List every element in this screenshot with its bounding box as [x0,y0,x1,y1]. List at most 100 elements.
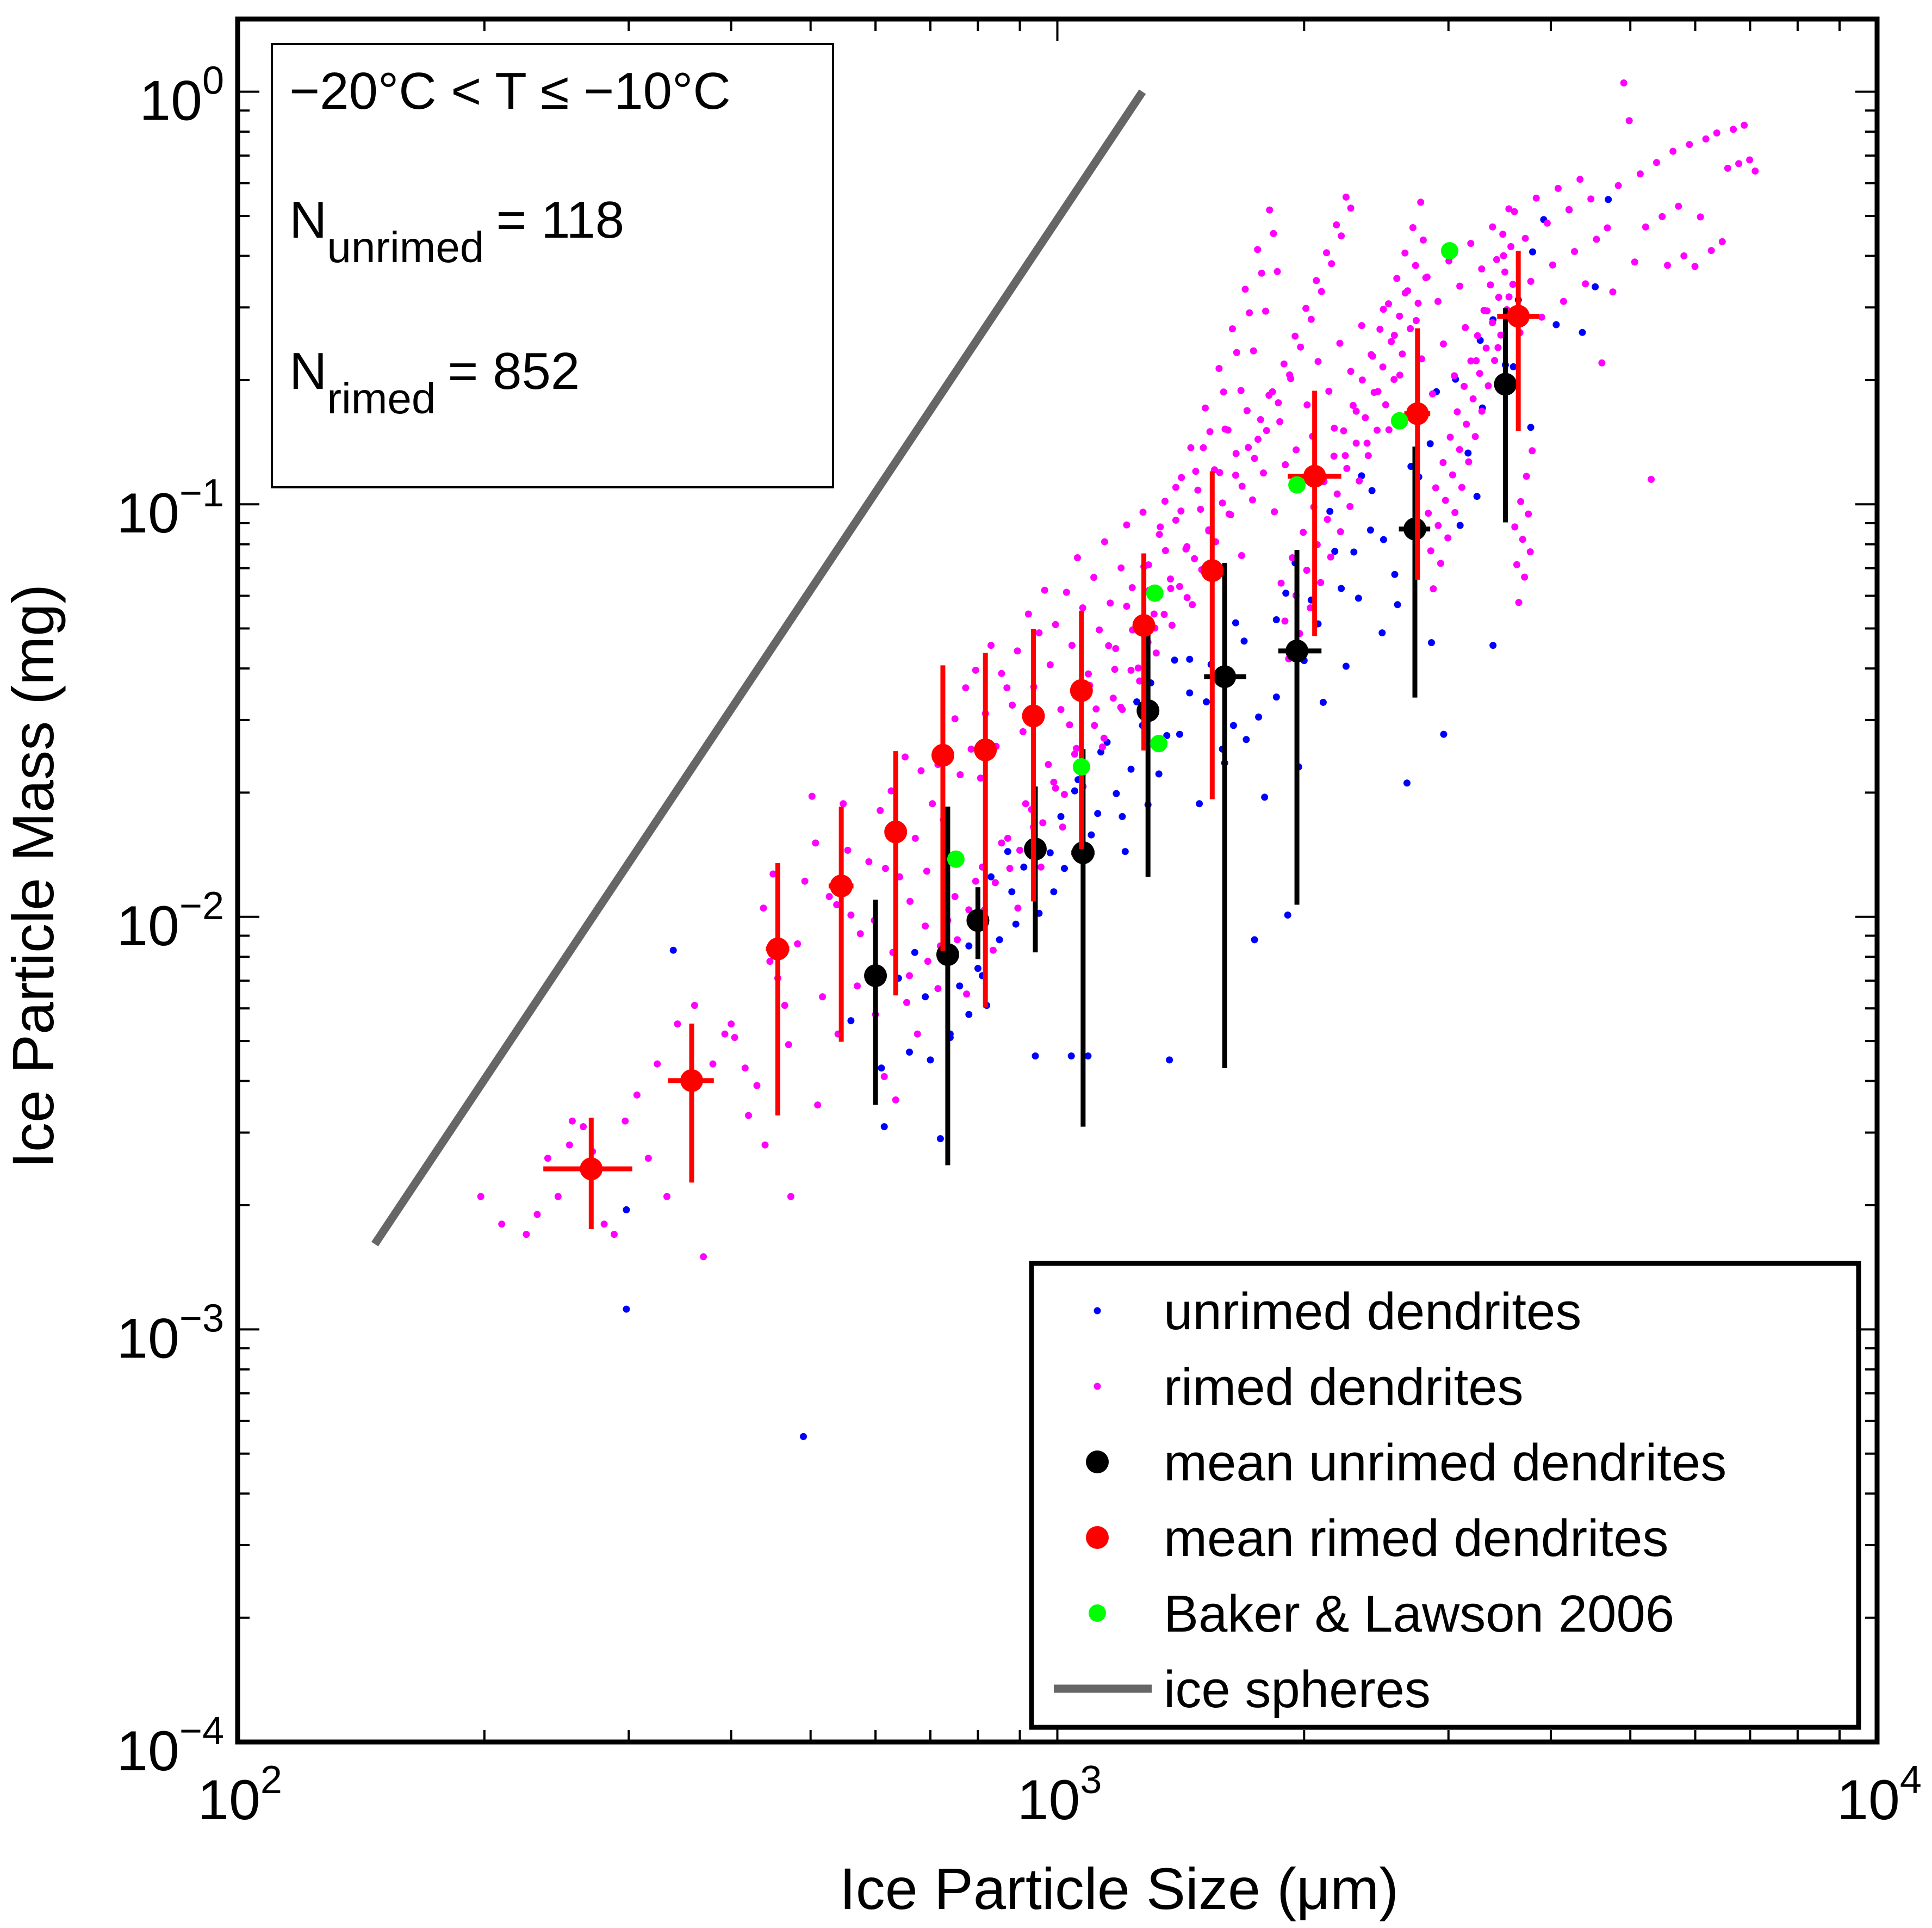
rimed-dendrites-point [1730,126,1737,133]
rimed-dendrites-point [1085,670,1092,678]
unrimed-dendrites-point [906,1049,913,1056]
rimed-dendrites-point [1554,184,1562,192]
rimed-dendrites-point [1396,371,1403,379]
rimed-dendrites-point [1631,258,1638,266]
rimed-dendrites-point [1270,230,1277,237]
rimed-dendrites-point [1491,357,1499,364]
unrimed-dendrites-point [623,1206,630,1213]
rimed-dendrites-point [1489,319,1496,326]
rimed-dendrites-point [1380,306,1387,313]
rimed-dendrites-point [654,1060,661,1068]
rimed-dendrites-point [1614,182,1622,189]
baker-lawson-2006-point [1146,584,1164,602]
rimed-dendrites-point [1653,159,1660,166]
rimed-dendrites-point [1390,332,1398,339]
rimed-dendrites-point [1419,236,1427,244]
unrimed-dendrites-point [1119,813,1126,820]
rimed-dendrites-point [1182,545,1190,553]
y-tick-label: 100 [139,59,224,133]
rimed-dendrites-point [1529,447,1536,455]
rimed-dendrites-point [924,958,931,965]
unrimed-dendrites-point [956,982,964,990]
legend-marker-mean-rimed-dendrites [1086,1526,1109,1549]
rimed-dendrites-point [877,807,884,814]
rimed-dendrites-point [1037,863,1045,871]
rimed-dendrites-point [1604,224,1611,232]
unrimed-dendrites-point [1196,800,1203,808]
rimed-dendrites-point [865,858,873,865]
rimed-dendrites-point [1019,728,1027,735]
rimed-dendrites-point [1412,262,1419,269]
rimed-dendrites-point [633,1091,641,1099]
rimed-dendrites-point [1440,340,1447,348]
rimed-dendrites-point [1150,610,1158,618]
rimed-dendrites-point [1669,147,1677,155]
rimed-dendrites-point [1324,516,1331,523]
rimed-dendrites-point [1109,695,1117,702]
rimed-dendrites-point [1333,221,1340,228]
rimed-dendrites-point [962,684,970,692]
rimed-dendrites-point [1281,617,1289,625]
rimed-dendrites-point [856,930,864,938]
rimed-dendrites-point [1458,483,1465,491]
rimed-dendrites-point [1331,424,1338,432]
rimed-dendrites-point [1352,407,1360,415]
unrimed-dendrites-point [1350,548,1358,556]
rimed-dendrites-point [477,1193,484,1200]
rimed-dendrites-point [1307,315,1315,323]
rimed-dendrites-point [1271,508,1278,516]
rimed-dendrites-point [1511,523,1519,531]
rimed-dendrites-point [1393,275,1401,282]
rimed-dendrites-point [880,1073,888,1080]
rimed-dendrites-point [1273,268,1281,275]
rimed-dendrites-point [1039,819,1047,827]
rimed-dendrites-point [1434,522,1442,529]
unrimed-dendrites-point [1004,848,1011,855]
rimed-dendrites-point [1385,300,1392,308]
rimed-dendrites-point [1050,778,1058,786]
legend-box [1029,1261,1861,1730]
rimed-dendrites-point [1390,376,1398,383]
rimed-dendrites-point [1202,404,1209,412]
rimed-dendrites-point [1489,223,1496,231]
unrimed-dendrites-point [880,1123,888,1131]
unrimed-dendrites-point [1094,810,1102,817]
rimed-dendrites-point [1139,509,1147,516]
rimed-dendrites-point [600,1220,608,1228]
rimed-dendrites-point [709,1060,717,1068]
rimed-dendrites-point [1430,585,1437,593]
rimed-dendrites-point [1314,358,1322,365]
rimed-dendrites-point [854,982,861,990]
rimed-dendrites-point [544,1155,551,1162]
rimed-dendrites-point [1079,604,1086,612]
rimed-dendrites-point [1328,260,1335,268]
axes: 102 103 104 10−4 10−3 10−2 10−1 100 [116,16,1922,1832]
rimed-dendrites-point [1429,390,1436,398]
unrimed-dendrites-point [1127,765,1135,773]
rimed-dendrites-point [1307,604,1314,612]
rimed-dendrites-point [1183,594,1191,602]
tick-marks [237,19,1878,1743]
x-tick-label: 103 [1017,1758,1102,1832]
rimed-dendrites-point [1707,247,1715,255]
rimed-dendrites-point [1313,277,1320,284]
rimed-dendrites-point [1303,401,1311,408]
rimed-dendrites-point [1517,498,1525,505]
unrimed-dendrites-point [1032,1052,1039,1060]
rimed-dendrites-point [1385,426,1393,433]
rimed-dendrites-point [902,753,909,761]
rimed-dendrites-point [1404,287,1412,295]
rimed-dendrites-point [1376,325,1384,333]
mean-unrimed-dendrites-series [864,308,1517,1166]
rimed-dendrites-point [1291,332,1299,340]
unrimed-dendrites-point [1240,637,1248,645]
rimed-dendrites-point [1495,294,1502,301]
rimed-dendrites-point [1251,455,1258,462]
unrimed-dendrites-point [1440,730,1448,738]
unrimed-dendrites-point [1232,619,1239,627]
rimed-dendrites-point [833,901,841,908]
rimed-dendrites-point [1499,231,1507,238]
rimed-dendrites-point [745,1112,752,1119]
unrimed-dendrites-point [965,1011,973,1018]
